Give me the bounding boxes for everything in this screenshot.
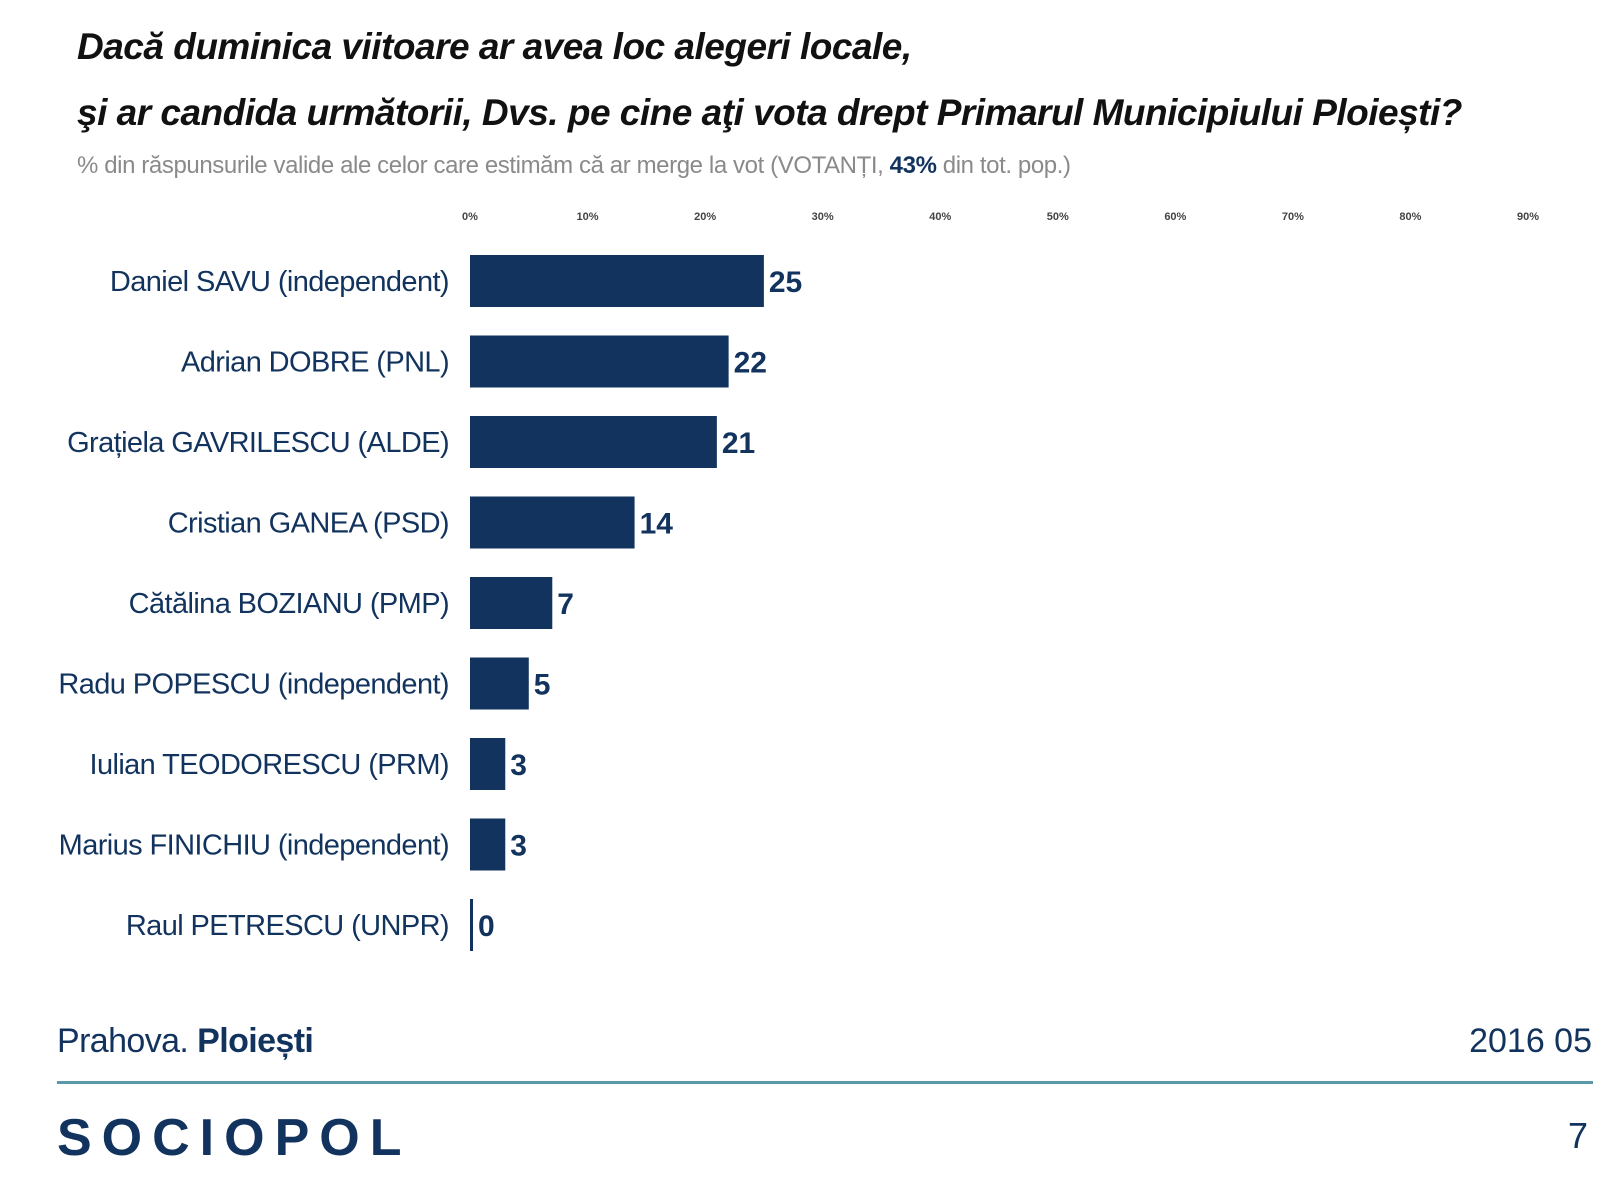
category-label: Grațiela GAVRILESCU (ALDE) [67, 427, 449, 459]
chart-title-line2: şi ar candida următorii, Dvs. pe cine aţ… [77, 92, 1462, 133]
data-label: 7 [557, 588, 574, 621]
chart-subtitle: % din răspunsurile valide ale celor care… [77, 152, 1071, 180]
subtitle-text: % din răspunsurile valide ale celor care… [77, 152, 890, 179]
subtitle-text-end: din tot. pop.) [936, 152, 1071, 179]
bar [470, 577, 553, 629]
data-label: 22 [734, 347, 767, 380]
x-tick-label: 80% [1399, 211, 1421, 223]
footer-region: Prahova. [57, 1022, 189, 1060]
x-tick-label: 70% [1282, 211, 1304, 223]
x-tick-label: 10% [577, 211, 599, 223]
bar [470, 738, 506, 790]
subtitle-highlight: 43% [889, 152, 937, 179]
footer-city: Ploiești [197, 1022, 314, 1060]
bar [470, 657, 529, 710]
x-tick-label: 50% [1047, 211, 1069, 223]
bar [470, 818, 506, 871]
footer-date: 2016 05 [1469, 1022, 1592, 1060]
category-label: Marius FINICHIU (independent) [59, 830, 449, 862]
bar [470, 416, 717, 468]
x-axis-ticks: 0% 10% 20% 30% 40% 50% 60% 70% 80% 90% [462, 211, 1539, 223]
category-label: Daniel SAVU (independent) [110, 266, 449, 298]
bar [470, 255, 764, 307]
sociopol-logo: SOCIOPOL [57, 1109, 412, 1167]
bar [470, 335, 729, 388]
data-label: 21 [722, 427, 755, 460]
chart-bars: Daniel SAVU (independent) 25 Adrian DOBRE … [58, 255, 802, 951]
data-label: 3 [510, 830, 527, 863]
category-label: Raul PETRESCU (UNPR) [126, 910, 449, 942]
x-tick-label: 60% [1164, 211, 1186, 223]
category-label: Iulian TEODORESCU (PRM) [89, 749, 449, 781]
x-tick-label: 40% [929, 211, 951, 223]
data-label: 0 [478, 910, 495, 943]
footer-location: Prahova. Ploiești [57, 1022, 314, 1061]
data-label: 5 [534, 669, 551, 702]
data-label: 3 [510, 749, 527, 782]
data-label: 25 [769, 266, 802, 299]
category-label: Radu POPESCU (independent) [58, 669, 449, 701]
x-tick-label: 90% [1517, 211, 1539, 223]
bar [470, 496, 635, 549]
x-tick-label: 20% [694, 211, 716, 223]
chart-title-line1: Dacă duminica viitoare ar avea loc alege… [77, 26, 912, 67]
category-label: Cătălina BOZIANU (PMP) [129, 588, 449, 620]
data-label: 14 [640, 508, 674, 541]
x-tick-label: 0% [462, 211, 478, 223]
page-number: 7 [1567, 1115, 1588, 1156]
bar [470, 899, 473, 951]
category-label: Adrian DOBRE (PNL) [181, 347, 449, 379]
bar-chart: 0% 10% 20% 30% 40% 50% 60% 70% 80% 90% Daniel SAV… [58, 211, 1539, 951]
x-tick-label: 30% [812, 211, 834, 223]
category-label: Cristian GANEA (PSD) [168, 508, 449, 540]
footer-divider [57, 1081, 1593, 1084]
